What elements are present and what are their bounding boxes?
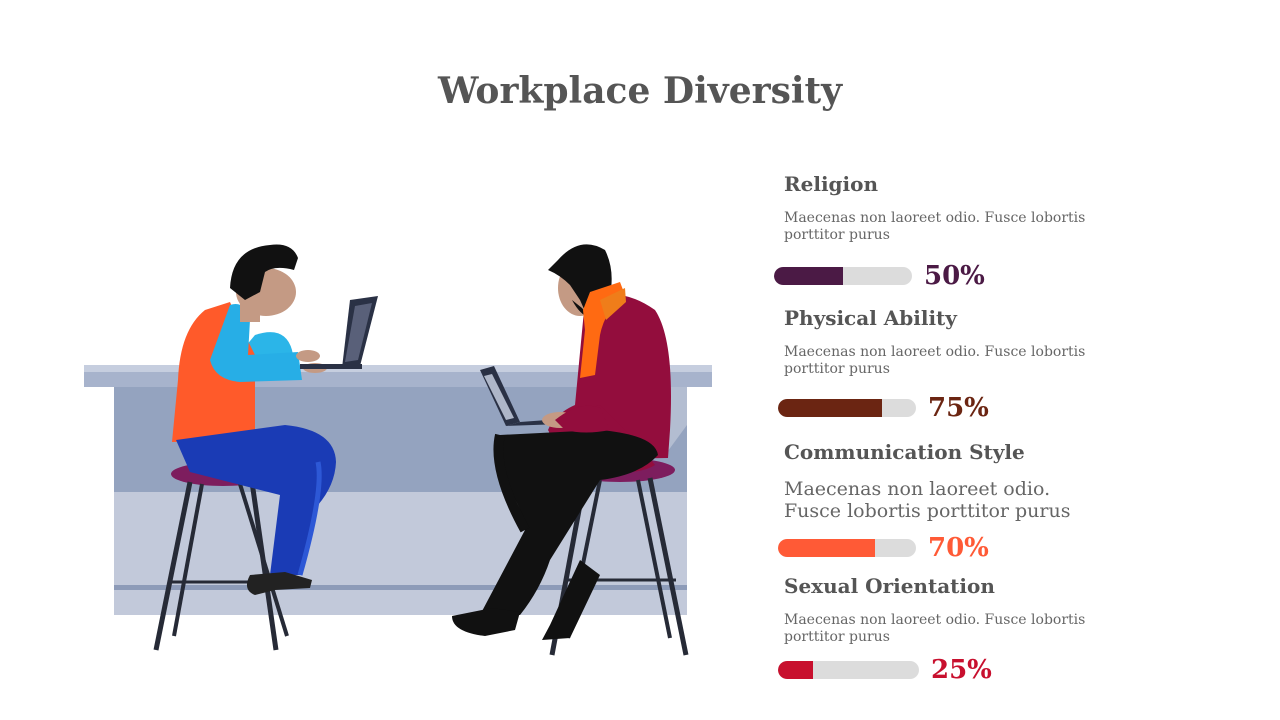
diversity-item-communication-style: Communication Style Maecenas non laoreet… — [778, 440, 1104, 563]
diversity-item-sexual-orientation: Sexual Orientation Maecenas non laoreet … — [778, 574, 1104, 685]
progress-fill — [774, 267, 843, 285]
percent-label: 70% — [928, 533, 989, 563]
diversity-item-physical-ability: Physical Ability Maecenas non laoreet od… — [778, 306, 1104, 423]
people-working-illustration — [84, 244, 712, 656]
progress-row: 50% — [774, 261, 985, 291]
diversity-item-religion: Religion Maecenas non laoreet odio. Fusc… — [774, 172, 1104, 291]
item-description: Maecenas non laoreet odio. Fusce loborti… — [784, 478, 1071, 522]
percent-label: 50% — [924, 261, 985, 291]
progress-track — [778, 539, 916, 557]
progress-row: 25% — [778, 655, 992, 685]
progress-row: 75% — [778, 393, 989, 423]
item-title: Physical Ability — [784, 306, 957, 330]
percent-label: 25% — [931, 655, 992, 685]
progress-track — [778, 399, 916, 417]
progress-fill — [778, 661, 814, 679]
item-title: Communication Style — [784, 440, 1025, 464]
progress-track — [778, 661, 919, 679]
percent-label: 75% — [928, 393, 989, 423]
item-title: Sexual Orientation — [784, 574, 995, 598]
progress-fill — [778, 539, 875, 557]
progress-track — [774, 267, 912, 285]
item-description: Maecenas non laoreet odio. Fusce loborti… — [784, 344, 1086, 377]
progress-row: 70% — [778, 533, 989, 563]
item-description: Maecenas non laoreet odio. Fusce loborti… — [784, 612, 1086, 645]
progress-fill — [778, 399, 882, 417]
item-title: Religion — [784, 172, 879, 196]
item-description: Maecenas non laoreet odio. Fusce loborti… — [784, 210, 1086, 243]
slide-title: Workplace Diversity — [437, 70, 843, 112]
